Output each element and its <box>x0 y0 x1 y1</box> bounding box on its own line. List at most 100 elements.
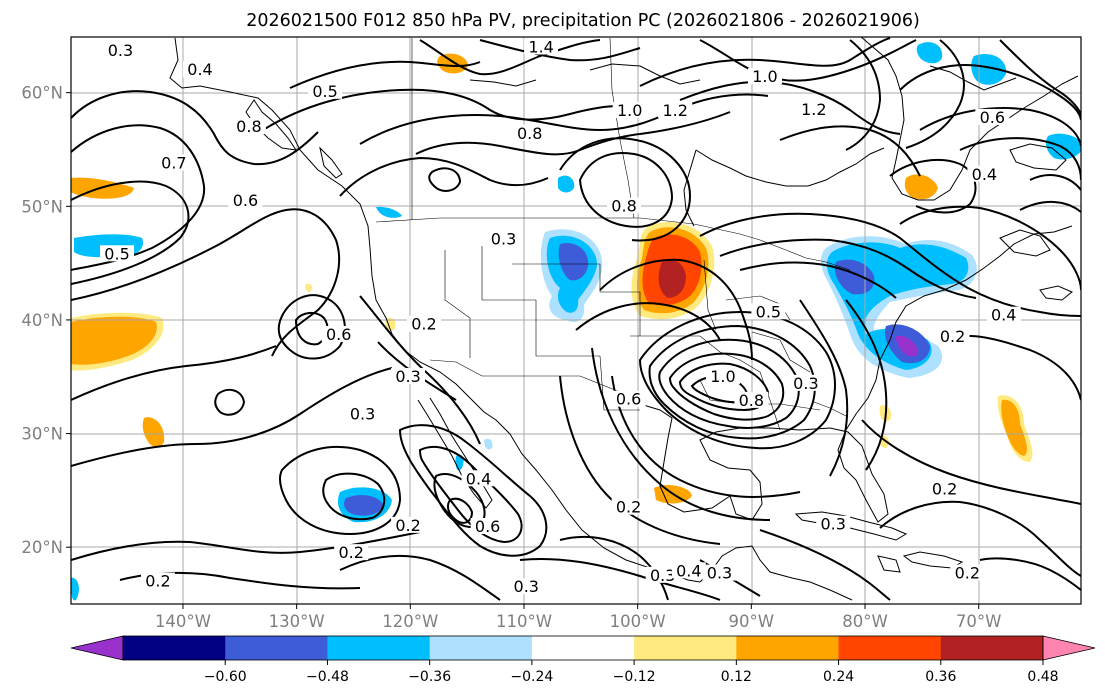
colorbar-tick-label: −0.24 <box>510 669 553 685</box>
colorbar-outline <box>122 635 1044 661</box>
colorbar-tick-label: −0.60 <box>204 669 247 685</box>
colorbar-tick-label: 0.24 <box>823 669 854 685</box>
gridlines <box>71 37 1081 604</box>
contour-label: 0.6 <box>233 191 258 210</box>
contour-label: 0.4 <box>187 60 212 79</box>
contour-label: 0.8 <box>517 124 542 143</box>
contour-label: 1.0 <box>752 67 777 86</box>
contour-label-halo <box>156 154 191 171</box>
contour-label: 0.6 <box>980 108 1005 127</box>
colorbar-segment <box>940 636 1044 660</box>
contour-label: 1.2 <box>662 101 687 120</box>
contour-label: 0.8 <box>739 391 764 410</box>
lat-tick-label: 50°N <box>21 197 63 216</box>
contour-label-halo <box>702 564 737 581</box>
contour-label: 0.6 <box>326 325 351 344</box>
contour-label: 0.3 <box>793 374 818 393</box>
colorbar-tick-label: 0.12 <box>721 669 752 685</box>
contour-label: 0.6 <box>616 390 641 409</box>
lat-tick-label: 60°N <box>21 84 63 103</box>
contour-label: 0.3 <box>395 367 420 386</box>
colorbar-segment <box>429 636 533 660</box>
colorbar-tick-label: 0.36 <box>925 669 956 685</box>
contour-label-halo <box>321 325 356 342</box>
colorbar-segment <box>838 636 942 660</box>
colorbar-segment <box>634 636 737 660</box>
contour-label-halo <box>607 197 642 214</box>
colorbar-extend-low <box>70 635 124 661</box>
contour-label: 0.3 <box>350 405 375 424</box>
contour-label: 0.2 <box>338 543 363 562</box>
contour-label: 0.2 <box>145 572 170 591</box>
contour-label-halo <box>935 328 970 345</box>
lat-tick-label: 20°N <box>21 538 63 557</box>
contour-label-halo <box>391 368 426 385</box>
contour-label: 0.5 <box>104 244 129 263</box>
contour-label-halo <box>734 391 769 408</box>
contour-label: 0.3 <box>514 577 539 596</box>
contour-label-halo <box>927 480 962 497</box>
contour-label: 0.6 <box>475 517 500 536</box>
contour-label: 1.0 <box>710 367 735 386</box>
colorbar-tick-label: −0.48 <box>306 669 349 685</box>
contour-label-halo <box>231 118 266 135</box>
contour-label-halo <box>512 124 547 141</box>
longitude-labels: 140°W 130°W 120°W 110°W 100°W 90°W 80°W 70°W <box>155 604 1001 631</box>
contour-label-halo <box>796 100 831 117</box>
lon-tick-label: 130°W <box>269 612 325 631</box>
contour-label: 0.5 <box>312 82 337 101</box>
lat-tick-label: 30°N <box>21 425 63 444</box>
contour-label: 0.7 <box>161 153 186 172</box>
contour-label: 0.2 <box>616 498 641 517</box>
contour-label: 0.4 <box>991 306 1016 325</box>
contour-label-halo <box>461 470 496 487</box>
contour-label: 0.4 <box>676 561 701 580</box>
contour-label: 0.2 <box>932 480 957 499</box>
contour-labels: 0.30.40.51.41.01.0 1.2 1.20.80.80.70.60.60… <box>100 37 1021 596</box>
contour-label: 1.0 <box>617 101 642 120</box>
contour-label-halo <box>391 516 426 533</box>
contour-label-halo <box>788 374 823 391</box>
contour-label-halo <box>658 102 693 119</box>
contour-label-halo <box>950 564 985 581</box>
contour-label-halo <box>183 61 218 78</box>
contour-label-halo <box>612 102 647 119</box>
contour-label: 0.3 <box>707 564 732 583</box>
contour-label-halo <box>140 572 175 589</box>
latitude-labels: 60°N 50°N 40°N 30°N 20°N <box>21 84 71 557</box>
contour-label: 1.2 <box>801 100 826 119</box>
lon-tick-label: 140°W <box>155 612 211 631</box>
colorbar-segment <box>123 636 226 660</box>
contour-label: 0.3 <box>650 566 675 585</box>
contour-label-halo <box>816 515 851 532</box>
contour-label-halo <box>967 165 1002 182</box>
precip-positive-shading <box>71 53 1033 601</box>
contour-label: 0.8 <box>611 197 636 216</box>
contour-label-halo <box>334 544 369 561</box>
contour-label: 0.3 <box>820 515 845 534</box>
contour-label-halo <box>645 566 680 583</box>
contour-label-halo <box>611 390 646 407</box>
colorbar: −0.60 −0.48 −0.36 −0.24 −0.12 0.12 0.24 0.36 0.4… <box>70 635 1096 685</box>
contour-label: 0.8 <box>236 117 261 136</box>
contour-label-halo <box>228 191 263 208</box>
contour-label: 0.2 <box>411 315 436 334</box>
contour-label-halo <box>524 38 559 55</box>
contour-label-halo <box>611 498 646 515</box>
lon-tick-label: 110°W <box>496 612 552 631</box>
lon-tick-label: 90°W <box>729 612 775 631</box>
contour-label: 0.4 <box>972 165 997 184</box>
lon-tick-label: 100°W <box>610 612 666 631</box>
contour-label-halo <box>308 82 343 99</box>
contour-label-halo <box>986 306 1021 323</box>
contour-label: 0.2 <box>940 327 965 346</box>
map-title: 2026021500 F012 850 hPa PV, precipitatio… <box>246 11 920 31</box>
contour-label-halo <box>975 108 1010 125</box>
contour-label-halo <box>509 578 544 595</box>
contour-label-halo <box>671 562 706 579</box>
contour-label-halo <box>100 245 135 262</box>
lon-tick-label: 80°W <box>842 612 888 631</box>
colorbar-extend-high <box>1042 635 1096 661</box>
contour-label: 0.5 <box>756 302 781 321</box>
contour-label-halo <box>747 68 782 85</box>
